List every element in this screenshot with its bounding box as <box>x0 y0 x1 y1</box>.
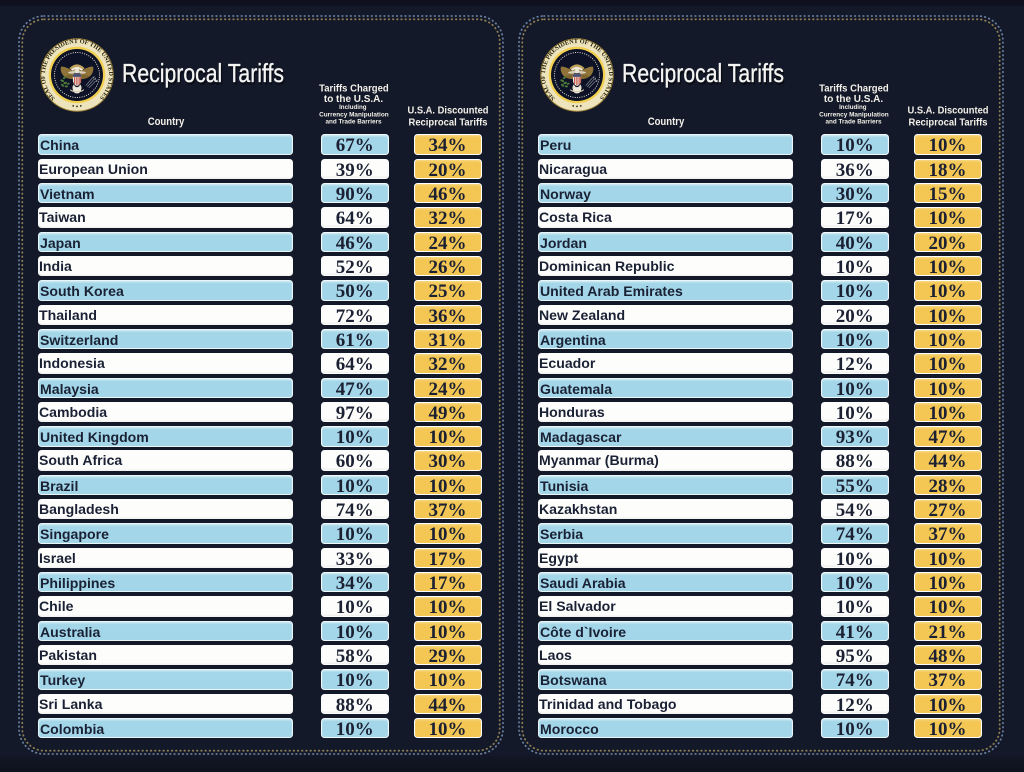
svg-text:U.S.A. Discounted: U.S.A. Discounted <box>907 105 988 116</box>
svg-text:Including: Including <box>339 104 367 110</box>
svg-text:and Trade Barriers: and Trade Barriers <box>825 119 882 125</box>
svg-text:Country: Country <box>647 115 684 127</box>
svg-text:Reciprocal Tariffs: Reciprocal Tariffs <box>908 117 987 128</box>
svg-text:Reciprocal Tariffs: Reciprocal Tariffs <box>123 62 285 90</box>
svg-text:Tariffs Charged: Tariffs Charged <box>319 83 389 94</box>
svg-text:Including: Including <box>839 104 867 110</box>
svg-text:Tariffs Charged: Tariffs Charged <box>819 83 889 94</box>
svg-text:to the U.S.A.: to the U.S.A. <box>823 93 882 104</box>
svg-text:to the U.S.A.: to the U.S.A. <box>323 93 382 104</box>
svg-text:Currency Manipulation: Currency Manipulation <box>319 112 389 118</box>
svg-text:Country: Country <box>147 115 184 127</box>
svg-text:and Trade Barriers: and Trade Barriers <box>325 119 382 125</box>
svg-text:U.S.A. Discounted: U.S.A. Discounted <box>407 105 488 116</box>
svg-text:Reciprocal Tariffs: Reciprocal Tariffs <box>622 60 784 88</box>
svg-text:Reciprocal Tariffs: Reciprocal Tariffs <box>122 60 284 88</box>
svg-text:Reciprocal Tariffs: Reciprocal Tariffs <box>408 117 487 128</box>
svg-text:Reciprocal Tariffs: Reciprocal Tariffs <box>623 62 785 90</box>
svg-text:Currency Manipulation: Currency Manipulation <box>819 112 889 118</box>
